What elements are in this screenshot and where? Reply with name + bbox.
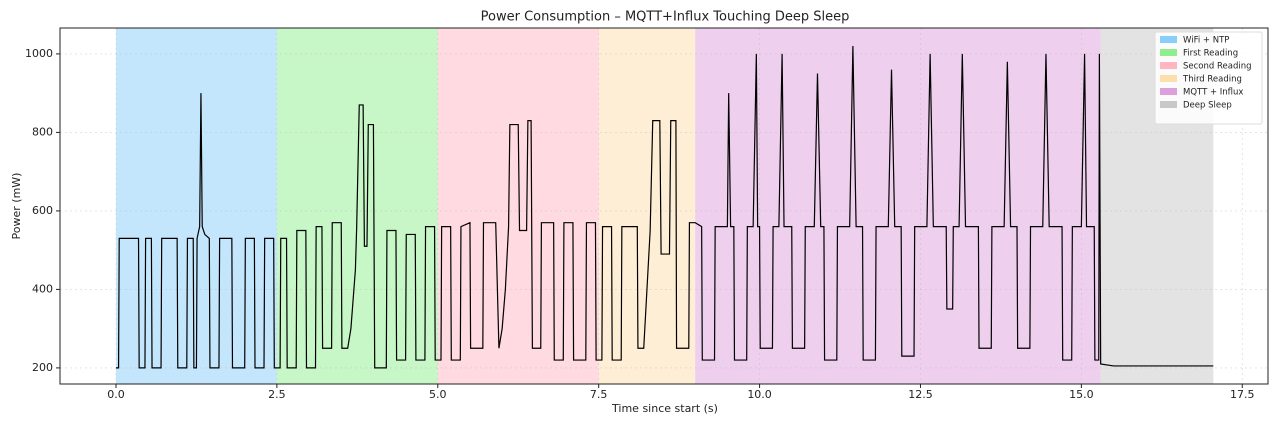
y-tick-label: 600	[32, 204, 53, 217]
y-axis-label: Power (mW)	[10, 173, 23, 240]
power-line	[115, 46, 1214, 369]
legend-label: First Reading	[1183, 49, 1238, 59]
x-tick-label: 15.0	[1069, 388, 1094, 401]
legend-swatch	[1160, 88, 1177, 95]
legend-swatch	[1160, 101, 1177, 108]
phase-band	[598, 28, 696, 384]
phase-band	[437, 28, 599, 384]
legend-swatch	[1160, 62, 1177, 69]
x-tick-label: 17.5	[1230, 388, 1255, 401]
y-tick-label: 800	[32, 125, 53, 138]
x-tick-label: 0.0	[107, 388, 125, 401]
x-axis-label: Time since start (s)	[611, 402, 718, 415]
y-tick-label: 200	[32, 361, 53, 374]
x-tick-label: 2.5	[268, 388, 286, 401]
legend-label: MQTT + Influx	[1183, 88, 1243, 98]
y-tick-label: 1000	[25, 47, 53, 60]
legend-swatch	[1160, 36, 1177, 43]
phase-band	[695, 28, 1101, 384]
legend-label: Deep Sleep	[1183, 101, 1232, 111]
chart-title: Power Consumption – MQTT+Influx Touching…	[481, 10, 850, 25]
plot-frame	[59, 27, 1269, 385]
x-tick-label: 10.0	[747, 388, 772, 401]
legend: WiFi + NTP First Reading Second Reading Thi…	[1154, 31, 1263, 125]
y-tick-label: 400	[32, 282, 53, 295]
x-tick-label: 7.5	[590, 388, 608, 401]
legend-label: Second Reading	[1183, 62, 1252, 72]
legend-label: Third Reading	[1182, 75, 1242, 85]
legend-box	[1154, 31, 1263, 125]
x-tick-label: 5.0	[429, 388, 447, 401]
legend-swatch	[1160, 75, 1177, 82]
legend-swatch	[1160, 49, 1177, 56]
x-tick-label: 12.5	[908, 388, 933, 401]
legend-label: WiFi + NTP	[1183, 36, 1229, 46]
